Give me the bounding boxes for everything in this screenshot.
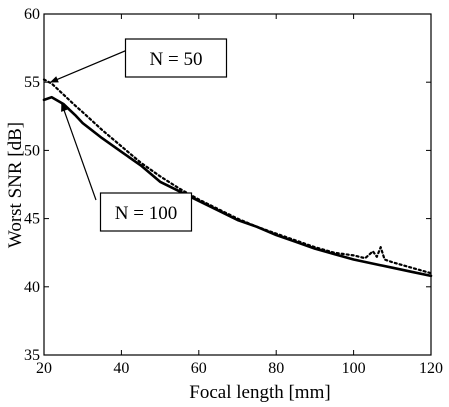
x-tick-label: 120 bbox=[419, 360, 443, 377]
x-tick-label: 60 bbox=[191, 360, 207, 377]
series-line-n-50 bbox=[42, 78, 433, 275]
y-tick-label: 55 bbox=[24, 74, 40, 91]
y-tick-label: 50 bbox=[24, 142, 40, 159]
x-tick-label: 80 bbox=[268, 360, 284, 377]
plot-area-border bbox=[43, 13, 432, 356]
annotation-n100: N = 100 bbox=[60, 102, 193, 232]
x-axis-label: Focal length [mm] bbox=[189, 382, 330, 403]
y-tick-label: 40 bbox=[24, 279, 40, 296]
y-tick-label: 60 bbox=[24, 6, 40, 23]
series-line-n-100 bbox=[42, 95, 433, 278]
annotations: N = 50 N = 100 bbox=[49, 38, 228, 232]
annotation-arrowhead bbox=[49, 76, 59, 83]
plot-frame bbox=[43, 13, 432, 356]
annotation-arrowhead bbox=[61, 102, 68, 112]
x-tick-label: 20 bbox=[36, 360, 52, 377]
annotation-box bbox=[99, 192, 193, 232]
x-tick-label: 100 bbox=[342, 360, 366, 377]
annotation-box bbox=[124, 38, 228, 78]
annotation-arrow bbox=[49, 47, 133, 84]
y-axis-label: Worst SNR [dB] bbox=[5, 122, 26, 248]
x-tick-label: 40 bbox=[113, 360, 129, 377]
y-tick-label: 35 bbox=[24, 347, 40, 364]
axis-tick-labels: 20 40 60 80 100 120 35 40 45 50 55 60 bbox=[24, 6, 443, 377]
annotation-n50: N = 50 bbox=[49, 38, 228, 84]
y-tick-label: 45 bbox=[24, 211, 40, 228]
annotation-label: N = 50 bbox=[150, 49, 203, 70]
axis-ticks bbox=[43, 13, 432, 356]
annotation-arrow bbox=[60, 102, 97, 201]
series-lines bbox=[42, 78, 433, 278]
annotation-label: N = 100 bbox=[115, 203, 177, 224]
